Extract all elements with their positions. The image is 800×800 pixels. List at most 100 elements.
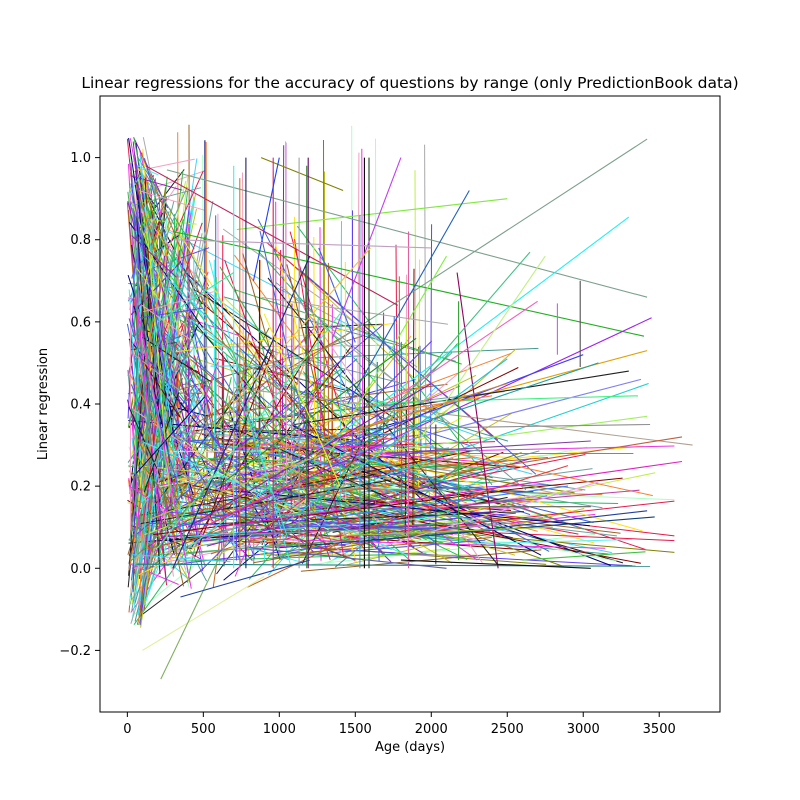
regression-line [318, 453, 575, 494]
regression-line [240, 486, 447, 492]
regression-line [138, 190, 205, 211]
regression-line [134, 265, 143, 474]
regression-line [214, 277, 217, 526]
regression-line-51 [309, 382, 508, 446]
regression-line-69 [142, 576, 265, 651]
regression-line [361, 148, 364, 449]
regression-line [134, 167, 169, 253]
regression-line [133, 323, 384, 538]
regression-line [258, 259, 261, 454]
regression-line [357, 152, 360, 480]
regression-line-73 [195, 272, 295, 487]
regression-line-16 [355, 382, 649, 487]
regression-line [200, 441, 381, 542]
regression-line [132, 158, 195, 173]
regression-line [140, 536, 198, 551]
regression-line [133, 280, 149, 430]
regression-line-13 [248, 436, 683, 508]
regression-line [294, 347, 539, 360]
regression-line [270, 494, 617, 537]
regression-line-76 [225, 354, 288, 536]
x-tick-label: 2500 [491, 722, 524, 737]
regression-line [132, 353, 190, 399]
regression-line-72 [149, 452, 326, 520]
regression-line [128, 477, 141, 531]
regression-line-46 [385, 300, 538, 405]
regression-line-66 [203, 436, 386, 528]
regression-line-11 [233, 387, 693, 446]
regression-line [142, 178, 157, 534]
regression-line [130, 261, 181, 316]
regression-line-64 [233, 247, 371, 405]
regression-line [136, 255, 166, 466]
regression-line-45 [347, 190, 470, 405]
regression-line [182, 309, 388, 481]
regression-line-43 [331, 157, 402, 339]
regression-line [131, 235, 177, 278]
regression-line [143, 353, 219, 444]
regression-line-70 [160, 526, 235, 680]
regression-line [272, 489, 583, 528]
regression-line [374, 472, 377, 505]
y-tick-label: 0.4 [70, 398, 91, 413]
regression-line [348, 475, 595, 544]
regression-line [298, 268, 537, 475]
regression-line [137, 347, 175, 616]
regression-line-12 [279, 516, 655, 549]
regression-line [223, 296, 456, 362]
regression-line [134, 289, 162, 533]
regression-line [140, 494, 151, 503]
regression-line [143, 190, 189, 550]
regression-line [177, 230, 273, 381]
regression-line-58 [347, 526, 553, 536]
x-tick-label: 2000 [415, 722, 448, 737]
regression-line [139, 194, 152, 462]
x-tick-label: 3000 [567, 722, 600, 737]
x-tick-label: 500 [191, 722, 216, 737]
x-tick-label: 1000 [263, 722, 296, 737]
x-axis-label: Age (days) [375, 740, 445, 755]
regression-line [128, 318, 178, 485]
regression-line-47 [370, 251, 531, 438]
y-axis-label: Linear regression [36, 348, 51, 460]
regression-line [237, 537, 276, 539]
regression-line [141, 154, 205, 305]
x-tick-label: 1500 [339, 722, 372, 737]
regression-line [182, 482, 330, 545]
regression-line [190, 319, 280, 389]
regression-line-41 [252, 157, 280, 281]
regression-line-2 [166, 169, 648, 298]
regression-line [334, 505, 641, 564]
regression-line [133, 396, 205, 476]
chart-title: Linear regressions for the accuracy of q… [81, 74, 738, 92]
regression-line [132, 204, 205, 398]
regression-line-55 [377, 481, 599, 549]
regression-line-50 [339, 354, 584, 446]
regression-line [156, 462, 464, 500]
regression-line [169, 511, 398, 528]
regression-line [137, 181, 208, 363]
regression-line [135, 454, 181, 517]
regression-line-59 [317, 485, 569, 520]
regression-line [142, 291, 214, 313]
regression-line [128, 219, 184, 427]
y-tick-label: 1.0 [70, 151, 91, 166]
regression-line [135, 435, 145, 453]
regression-line [140, 552, 152, 628]
x-axis: 0 500 1000 1500 2000 2500 3000 3500 [123, 712, 676, 737]
regression-line [131, 420, 141, 537]
regression-line [201, 490, 280, 548]
regression-line [242, 253, 281, 386]
regression-line-6 [145, 165, 399, 306]
regression-line-65 [157, 313, 341, 549]
regression-line-68 [248, 547, 447, 569]
regression-line-10 [218, 460, 683, 528]
regression-line [128, 406, 159, 571]
regression-line [138, 500, 233, 562]
regression-line [136, 364, 184, 587]
regression-line [171, 507, 421, 552]
regression-line [290, 402, 293, 487]
regression-line-77 [172, 239, 432, 249]
regression-line [144, 158, 168, 241]
